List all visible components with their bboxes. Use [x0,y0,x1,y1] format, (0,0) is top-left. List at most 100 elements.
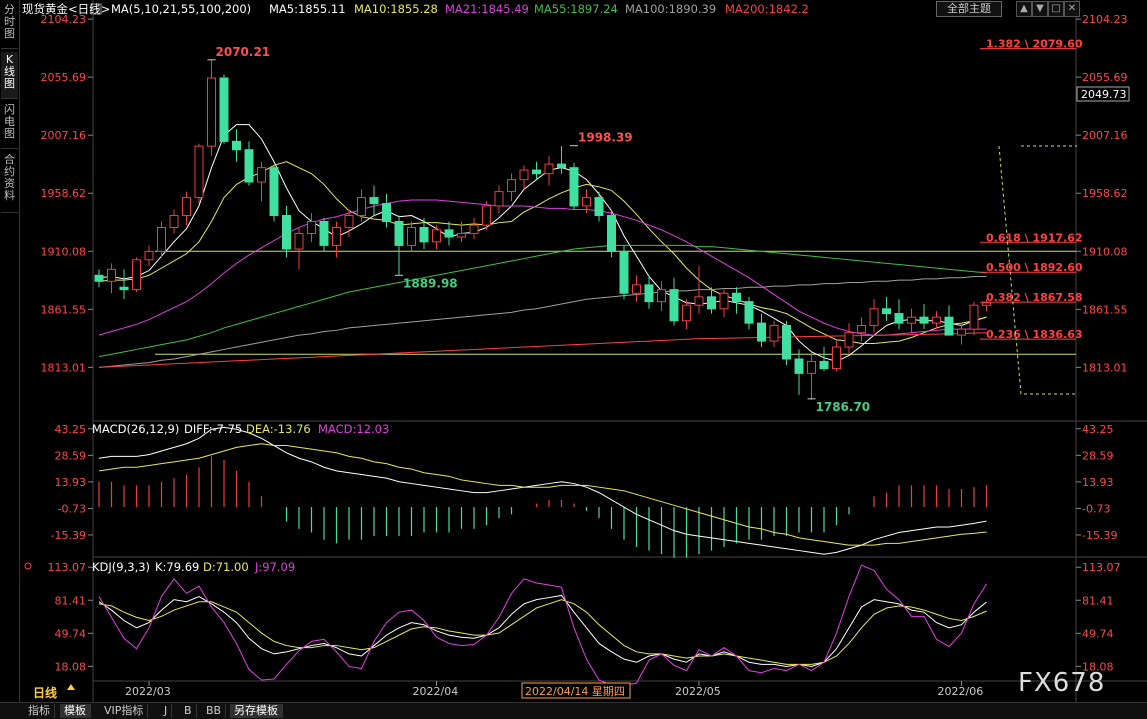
candle-body [444,229,454,238]
tab-contract-info[interactable]: 合约资料 [1,152,18,213]
candle-body [907,316,916,324]
kdj-axis-label-right: 81.41 [1082,594,1114,607]
current-price-text: 2049.73 [1081,88,1127,101]
close-button[interactable]: ✕ [1064,1,1080,17]
theme-button[interactable]: 全部主题 [936,1,1002,17]
macd-header: MACD(26,12,9) DIFF:-7.75 DEA:-13.76 MACD… [92,422,389,436]
candle-body [107,268,116,282]
candle-body [469,224,479,234]
tab-kline[interactable]: K线图 [1,52,18,99]
candle-body [807,360,816,374]
kdj-title: KDJ(9,3,3) [92,560,150,574]
candle-body [957,328,966,336]
kdj-d-line [98,599,987,665]
indicator-button[interactable]: 指标 [24,704,55,718]
macd-axis-label-left: -15.39 [51,529,86,542]
macd-panel: 43.25 43.25 28.59 28.59 13.93 13.93 -0.73 -0.73… [51,423,1117,558]
candle-body [719,292,729,310]
candle-body [407,226,416,246]
candle-body [132,259,141,291]
tab-time-sharing[interactable]: 分时图 [1,2,18,49]
ma5-readout: MA5:1855.11 [269,2,346,16]
candle-body [844,332,854,348]
panel-grid [92,0,1147,702]
price-axis-label-right: 1958.62 [1082,187,1128,200]
macd-axis-label-left: 13.93 [55,476,87,489]
price-axis-label-left: 2007.16 [41,129,87,142]
kdj-axis-label-left: 18.08 [55,660,87,673]
candle-body [294,232,304,250]
kdj-k-readout: K:79.69 [155,560,199,574]
candle-body [682,304,691,322]
price-annotation: 1998.39 [578,131,633,145]
price-axis-label-right: 2055.69 [1082,71,1128,84]
candle-body [857,325,866,334]
kdj-j-line [98,564,987,686]
candle-body [969,304,979,330]
instrument-title: 现货黄金<日线> [22,2,110,16]
chart-canvas[interactable]: 现货黄金<日线> MA(5,10,21,55,100,200) MA5:1855… [20,0,1147,702]
template-button[interactable]: 模板 [60,704,91,718]
candle-body [369,197,379,205]
kdj-axis-label-right: 18.08 [1082,660,1114,673]
candle-body [869,308,879,327]
candle-body [657,289,666,303]
kdj-axis-label-right: 49.74 [1082,627,1114,640]
ma-line-ma10 [98,161,987,344]
macd-axis-label-left: 43.25 [55,423,87,436]
kdj-settings-icon [24,562,32,570]
candle-body [819,360,829,370]
ma200-readout: MA200:1842.2 [725,2,809,16]
macd-axis-label-right: 13.93 [1082,476,1114,489]
candle-body [694,296,704,306]
save-template-button[interactable]: 另存模板 [230,704,283,718]
candle-body [332,226,341,246]
kdj-d-readout: D:71.00 [203,560,249,574]
candle-body [419,226,429,243]
bottom-toolbar: 指标 模板 VIP指标 J B BB 另存模板 [0,702,1147,719]
candle-body [944,316,954,336]
macd-axis-label-right: -15.39 [1082,529,1117,542]
macd-axis-label-left: 28.59 [55,449,87,462]
j-button[interactable]: J [160,704,173,718]
candle-body [707,296,716,310]
bb-button[interactable]: BB [202,704,227,718]
price-axis-label-right: 1813.01 [1082,361,1128,374]
candle-body [507,179,516,193]
kdj-axis-label-right: 113.07 [1082,561,1121,574]
watermark: FX678 [1018,668,1106,698]
scroll-up-button[interactable]: ▲ [1016,1,1032,17]
price-panel: 1813.01 1813.01 1861.55 1861.55 1910.08 1910.… [41,13,1130,414]
date-axis: 2022/03 2022/04 2022/05 2022/06 [125,681,983,698]
b-button[interactable]: B [180,704,197,718]
candle-body [557,163,566,169]
candle-body [794,358,804,374]
fib-label: 0.500 \ 1892.60 [986,261,1083,274]
cursor-date-box: 2022/04/14 星期四 [521,682,631,699]
maximize-button[interactable]: □ [1048,1,1064,17]
price-axis-label-left: 2104.23 [41,13,87,26]
sidebar: 分时图 K线图 闪电图 合约资料 [0,0,20,702]
candle-body [232,140,241,151]
candle-body [757,322,766,342]
vip-indicator-button[interactable]: VIP指标 [100,704,149,718]
candle-body [894,313,904,324]
candle-body [219,77,229,142]
period-label[interactable]: 日线 [33,684,75,700]
price-axis-label-left: 1958.62 [41,187,87,200]
price-annotation: 2070.21 [216,45,271,59]
kdj-axis-label-left: 81.41 [55,594,87,607]
candle-body [669,289,679,322]
scroll-down-button[interactable]: ▼ [1032,1,1048,17]
macd-axis-label-right: 28.59 [1082,449,1114,462]
macd-axis-label-right: 43.25 [1082,423,1114,436]
candle-body [919,316,929,324]
date-label: 2022/06 [938,685,984,698]
candle-body [744,301,754,324]
macd-title: MACD(26,12,9) [92,422,179,436]
candle-body [982,302,991,306]
tab-lightning[interactable]: 闪电图 [1,102,18,149]
candle-body [94,274,104,282]
candle-body [457,232,466,238]
kdj-axis-label-left: 113.07 [48,561,87,574]
